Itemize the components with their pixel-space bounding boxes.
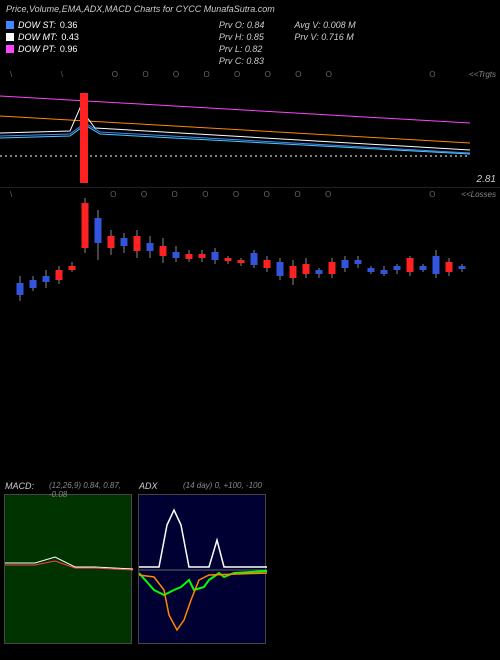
prev-l: Prv L: 0.82 bbox=[219, 44, 265, 54]
macd-box: MACD: (12,26,9) 0.84, 0.87, -0.08 bbox=[4, 494, 132, 644]
prev-h: Prv H: 0.85 bbox=[219, 32, 265, 42]
lower-candle-chart: <<Losses \OOOOOOOOO bbox=[0, 188, 500, 318]
dow-pt-label: DOW PT: bbox=[18, 44, 56, 54]
dow-pt-row: DOW PT: 0.96 bbox=[6, 44, 79, 54]
dow-pt-value: 0.96 bbox=[60, 44, 78, 54]
prev-c: Prv C: 0.83 bbox=[219, 56, 265, 66]
adx-params: (14 day) 0, +100, -100 bbox=[183, 481, 262, 490]
dow-mt-color bbox=[6, 33, 14, 41]
adx-box: ADX (14 day) 0, +100, -100 bbox=[138, 494, 266, 644]
dow-st-label: DOW ST: bbox=[18, 20, 56, 30]
macd-title: MACD: bbox=[5, 481, 34, 491]
chart-title: Price,Volume,EMA,ADX,MACD Charts for CYC… bbox=[0, 0, 500, 18]
dow-mt-value: 0.43 bbox=[61, 32, 79, 42]
prv-v: Prv V: 0.716 M bbox=[294, 32, 355, 42]
dow-mt-row: DOW MT: 0.43 bbox=[6, 32, 79, 42]
dow-pt-color bbox=[6, 45, 14, 53]
upper-price-chart: <<Trgts 2.81 \\OOOOOOOOO bbox=[0, 68, 500, 188]
prev-o: Prv O: 0.84 bbox=[219, 20, 265, 30]
trgts-label: <<Trgts bbox=[469, 70, 496, 79]
price-281: 2.81 bbox=[477, 174, 496, 185]
avg-v: Avg V: 0.008 M bbox=[294, 20, 355, 30]
adx-title: ADX bbox=[139, 481, 158, 491]
bottom-indicators: MACD: (12,26,9) 0.84, 0.87, -0.08 ADX (1… bbox=[0, 490, 270, 656]
dow-st-row: DOW ST: 0.36 bbox=[6, 20, 79, 30]
dow-st-value: 0.36 bbox=[60, 20, 78, 30]
header-data: DOW ST: 0.36 DOW MT: 0.43 DOW PT: 0.96 P… bbox=[0, 18, 500, 68]
dow-mt-label: DOW MT: bbox=[18, 32, 57, 42]
dow-st-color bbox=[6, 21, 14, 29]
